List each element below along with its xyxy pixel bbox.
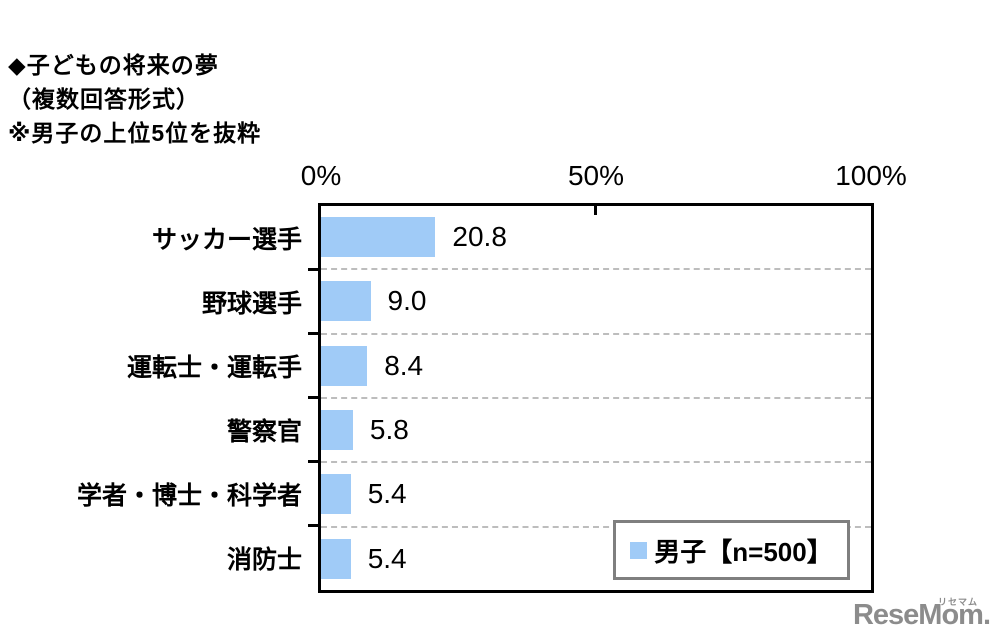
bar-row: 8.4 xyxy=(321,335,871,399)
chart-title-line-2: （複数回答形式） xyxy=(8,86,200,112)
axis-tick xyxy=(308,524,321,527)
bar-row: 5.4 xyxy=(321,528,871,590)
category-label: 野球選手 xyxy=(201,290,302,318)
bar xyxy=(321,217,436,258)
axis-tick xyxy=(308,332,321,335)
bar-value-label: 20.8 xyxy=(452,221,507,253)
watermark-logo-text: ReseMom. xyxy=(852,599,991,631)
bar-value-label: 8.4 xyxy=(384,349,424,381)
x-axis-label-50: 50% xyxy=(567,160,625,191)
bar xyxy=(321,474,351,515)
category-label: 運転士・運転手 xyxy=(126,354,302,382)
category-label: サッカー選手 xyxy=(151,226,302,254)
bar-row: 9.0 xyxy=(321,270,871,335)
axis-tick xyxy=(308,268,321,271)
bar-row: 5.8 xyxy=(321,399,871,464)
bar-value-label: 5.4 xyxy=(367,542,407,574)
bar-row: 20.8 xyxy=(321,206,871,271)
bar xyxy=(321,410,353,451)
category-label: 学者・博士・科学者 xyxy=(76,482,302,510)
category-label: 消防士 xyxy=(226,546,302,574)
chart-title-line-1: ◆子どもの将来の夢 xyxy=(8,52,219,78)
axis-tick xyxy=(308,460,321,463)
chart-title-line-3: ※男子の上位5位を抜粋 xyxy=(8,120,262,146)
axis-tick-50 xyxy=(594,206,597,215)
axis-tick xyxy=(308,396,321,399)
legend-label: 男子【n=500】 xyxy=(654,536,833,567)
resemom-watermark: リセマム ReseMom. xyxy=(852,597,991,633)
x-axis-label-100: 100% xyxy=(835,160,907,191)
x-axis-label-0: 0% xyxy=(300,160,342,191)
chart-title: ◆子どもの将来の夢 （複数回答形式） ※男子の上位5位を抜粋 xyxy=(8,48,261,150)
watermark-ruby-text: リセマム xyxy=(937,597,978,607)
bar-value-label: 5.4 xyxy=(367,478,407,510)
y-axis-labels: サッカー選手 野球選手 運転士・運転手 警察官 学者・博士・科学者 消防士 xyxy=(0,206,302,590)
legend-box: 男子【n=500】 xyxy=(613,520,850,580)
bar-row: 5.4 xyxy=(321,463,871,528)
category-label: 警察官 xyxy=(226,418,302,446)
bar xyxy=(321,281,371,322)
bar-value-label: 5.8 xyxy=(369,414,409,446)
bar xyxy=(321,345,368,386)
plot-area: 20.8 9.0 8.4 5.8 5.4 5.4 xyxy=(318,203,874,593)
legend-swatch xyxy=(630,541,648,559)
bar-value-label: 9.0 xyxy=(387,285,427,317)
bar xyxy=(321,538,351,579)
